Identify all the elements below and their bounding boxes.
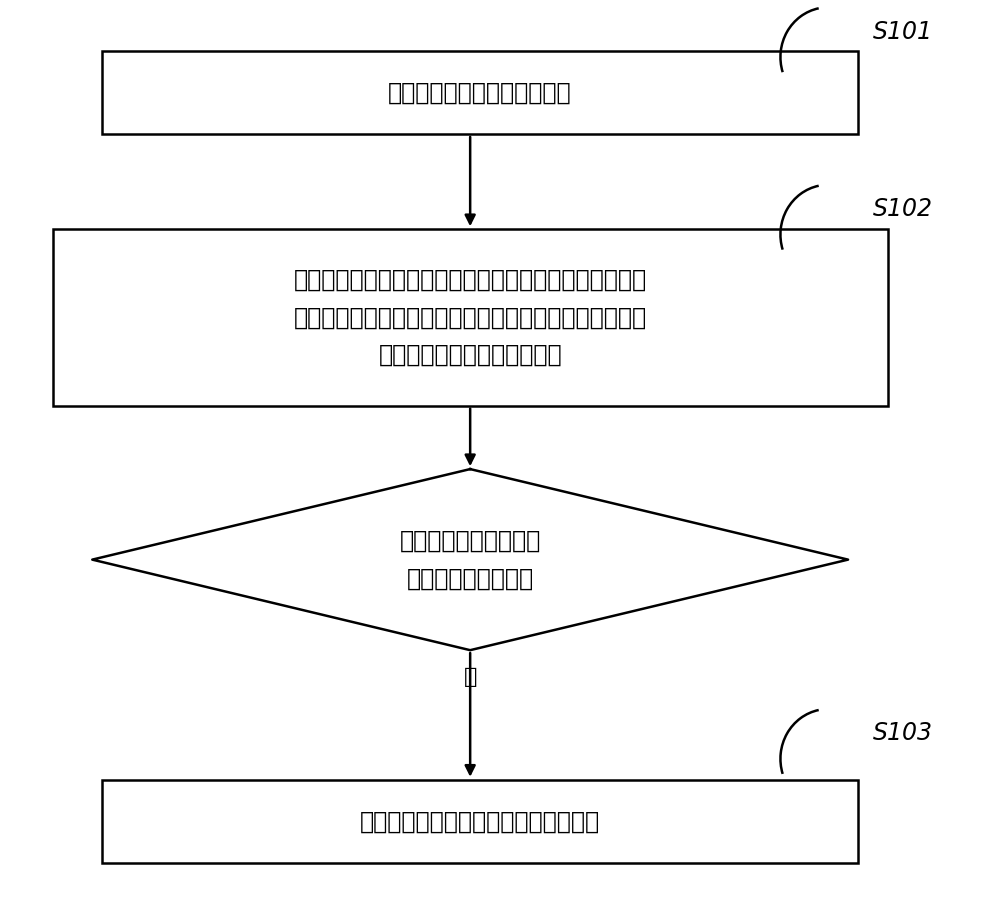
FancyBboxPatch shape — [102, 780, 858, 863]
Text: S103: S103 — [873, 722, 933, 745]
Text: S102: S102 — [873, 197, 933, 221]
FancyBboxPatch shape — [102, 51, 858, 134]
Text: 是: 是 — [463, 668, 477, 687]
Text: 获取定位曲线上的待测定位点: 获取定位曲线上的待测定位点 — [388, 80, 572, 105]
Text: S101: S101 — [873, 20, 933, 44]
Text: 从所述定位曲线上删除所述待测定位点: 从所述定位曲线上删除所述待测定位点 — [360, 809, 600, 834]
Text: 获取所述待测定位点的上一个定位点与所述待测定位点的
连线和所述待测定位点与其下一个定位点的连线的方向角
之差为第一检测角度，并判断: 获取所述待测定位点的上一个定位点与所述待测定位点的 连线和所述待测定位点与其下一… — [294, 268, 647, 367]
Polygon shape — [92, 469, 848, 650]
Text: 第一检测角度是否小于
预设的第一角度阈值: 第一检测角度是否小于 预设的第一角度阈值 — [400, 529, 541, 590]
FancyBboxPatch shape — [53, 230, 888, 405]
